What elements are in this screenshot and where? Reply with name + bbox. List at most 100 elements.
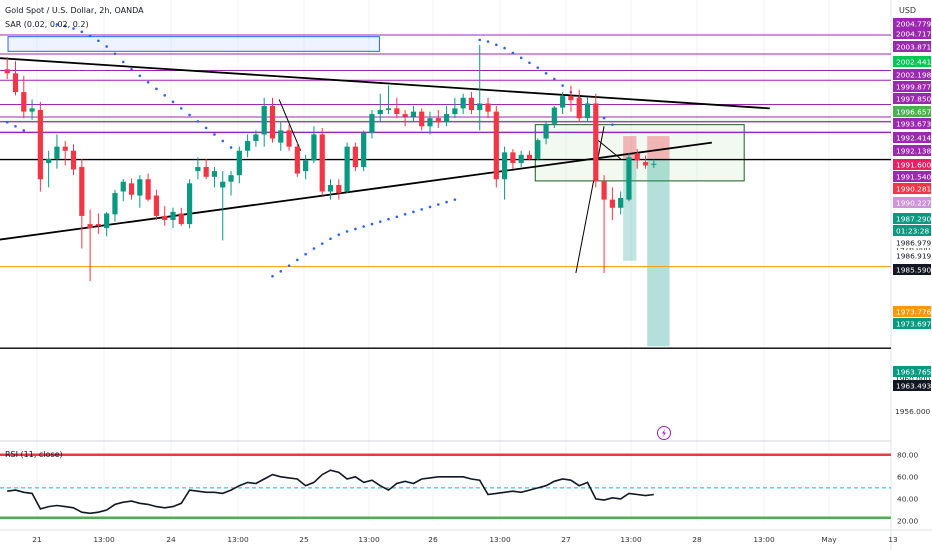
sar-point [80, 30, 84, 34]
price-tag-label: 1992.414 [896, 133, 932, 142]
sar-point [97, 39, 100, 43]
candle-body [70, 150, 77, 170]
sar-series [5, 23, 614, 278]
candle-body [37, 110, 43, 180]
price-tag-bg [893, 118, 931, 129]
candle-body [137, 179, 143, 196]
sar-point [602, 116, 606, 120]
candle-body [634, 153, 640, 161]
candle-body [502, 152, 508, 180]
sar-point [279, 270, 283, 273]
price-tag-bg [893, 171, 931, 182]
drawing-zones [7, 36, 745, 347]
sar-point [536, 66, 540, 69]
sar-point [403, 212, 407, 216]
sar-point [171, 100, 175, 104]
price-tag-label: 1997.850 [896, 94, 932, 103]
candle-body [560, 96, 566, 108]
price-tag-bg [893, 197, 931, 208]
candle-body [593, 103, 599, 181]
zone-rect [647, 136, 670, 159]
candle-body [62, 146, 68, 151]
candle-body [186, 183, 193, 225]
price-tag-label: 1991.600 [896, 160, 932, 169]
candle-body [153, 195, 160, 216]
candle-body [303, 160, 309, 172]
sar-point [611, 123, 614, 126]
candle-body [526, 154, 533, 159]
price-tag-label: 1991.540 [896, 172, 932, 181]
sar-point [121, 60, 125, 64]
price-tag-label: 1999.877 [896, 82, 932, 91]
sar-point [445, 200, 448, 204]
currency-label: USD [899, 6, 917, 15]
price-tag-bg [893, 318, 931, 329]
candle-body [195, 167, 201, 172]
price-tag-bg [893, 237, 931, 248]
price-tag-bg [893, 93, 931, 104]
rsi-axis-label: 60.00 [897, 472, 918, 481]
trendline [0, 57, 770, 110]
candle-body [170, 211, 176, 220]
sar-point [138, 74, 142, 78]
candle-body [253, 134, 259, 141]
price-tag-label: 1986.979 [896, 238, 932, 247]
candle-body [402, 114, 408, 117]
candle-body [435, 118, 441, 123]
sar-point [55, 23, 59, 26]
candle-body [543, 123, 549, 139]
sar-point [63, 24, 67, 28]
price-tag-bg [893, 56, 931, 67]
price-tag-bg [893, 306, 931, 317]
candle-body [361, 132, 367, 168]
sar-point [486, 40, 490, 43]
sar-point [387, 217, 390, 221]
price-tag-label: 1973.697 [896, 319, 932, 328]
sar-point [495, 43, 498, 47]
candle-series [4, 44, 657, 282]
price-tag-bg [893, 250, 931, 261]
price-tag-bg [893, 41, 931, 52]
sar-point [420, 208, 424, 211]
trendline [575, 126, 605, 274]
x-tick-label: 13:00 [753, 535, 775, 544]
candle-body [369, 114, 375, 133]
x-tick-label: May [821, 535, 837, 544]
candle-body [228, 175, 234, 182]
sar-point [287, 264, 291, 267]
price-tag-bg [893, 159, 931, 170]
candle-body [319, 134, 325, 192]
candle-body [203, 167, 209, 177]
rsi-axis-label: 20.00 [897, 517, 918, 526]
price-tag-label: 1986.919 [896, 251, 932, 260]
zone-rect [7, 36, 380, 52]
sar-point [544, 72, 548, 75]
price-tag-label: 1996.657 [896, 107, 932, 116]
sar-point [553, 77, 556, 81]
sar-point [436, 203, 440, 206]
price-tag-label: 2002.441 [896, 57, 932, 66]
candle-body [576, 97, 582, 119]
price-tag-label: 1973.776 [896, 307, 932, 316]
price-tag-label: 1985.590 [896, 265, 932, 274]
candle-body [21, 92, 27, 112]
price-tag-bg [893, 28, 931, 39]
sar-point [204, 126, 208, 130]
candle-body [377, 110, 383, 115]
trendline [278, 99, 302, 151]
x-axis: 21 13:00 24 13:00 25 13:00 26 13:00 27 13:00 28 13:… [32, 535, 898, 544]
sar-point [163, 94, 167, 97]
price-tag-bg [893, 132, 931, 143]
candle-body [468, 97, 475, 110]
price-tag-label: 1990.281 [896, 184, 932, 193]
price-tag-label: 1963.765 [896, 367, 932, 376]
price-tag-bg [893, 366, 931, 377]
sar-point [304, 252, 307, 256]
price-tag-label: 2004.779 [896, 19, 932, 28]
candle-body [601, 180, 607, 200]
price-tag-label: 1990.227 [896, 198, 932, 207]
sar-point [428, 205, 432, 209]
sar-point [337, 233, 341, 236]
